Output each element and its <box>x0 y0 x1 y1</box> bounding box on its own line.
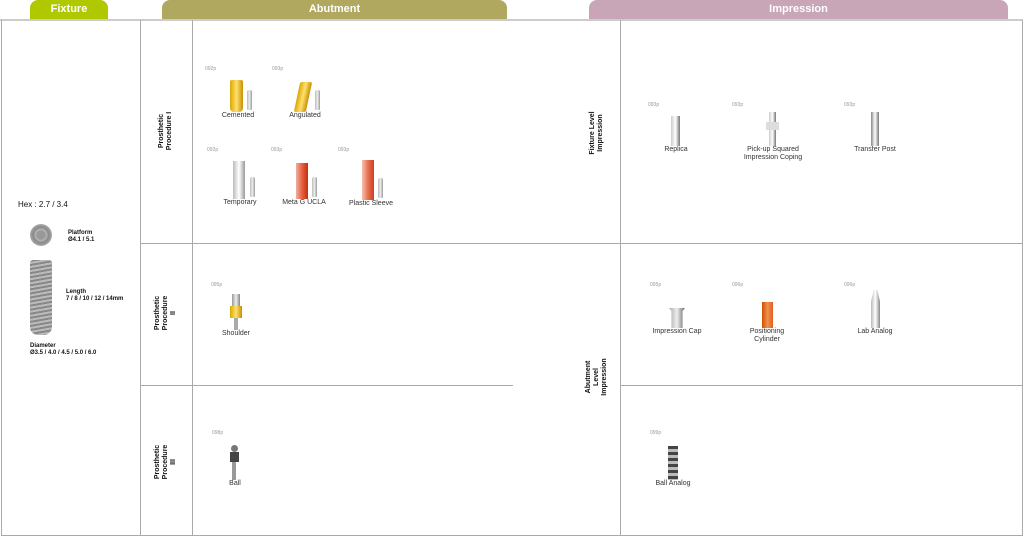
product-label: Lab Analog <box>857 328 893 335</box>
impression-cap-image <box>632 290 722 328</box>
tab-impression[interactable]: Impression <box>589 0 1008 19</box>
length-label: Length <box>66 289 86 295</box>
row-label: Prosthetic Procedure III <box>154 444 177 480</box>
row-label: Prosthetic Procedure II <box>154 295 177 331</box>
temporary-image <box>195 155 285 199</box>
cemented-image <box>193 74 283 112</box>
page-ref: 092p <box>207 147 219 153</box>
page-ref: 099p <box>650 430 662 436</box>
product-label: Impression Cap <box>652 328 702 335</box>
fixture-image <box>30 260 52 335</box>
diameter-label: Diameter <box>30 343 56 349</box>
ball-analog-image <box>628 438 718 480</box>
product-pick-up-coping[interactable]: 093p Pick-up Squared Impression Coping <box>728 102 818 162</box>
page-ref: 093p <box>338 147 350 153</box>
divider <box>140 20 141 536</box>
divider <box>192 20 193 536</box>
page-ref: 093p <box>648 102 660 108</box>
page-ref: 093p <box>844 102 856 108</box>
tab-abutment[interactable]: Abutment <box>162 0 507 19</box>
replica-image <box>631 110 721 146</box>
coping-image <box>728 110 818 146</box>
product-transfer-post[interactable]: 093p Transfer Post <box>830 102 920 154</box>
product-replica[interactable]: 093p Replica <box>631 102 721 154</box>
divider <box>620 20 621 536</box>
product-label: Angulated <box>289 112 321 119</box>
row-label: Abutment Level Impression <box>585 358 608 396</box>
page-ref: 093p <box>271 147 283 153</box>
page-ref: 093p <box>272 66 284 72</box>
product-ball[interactable]: 098p Ball <box>190 430 280 488</box>
product-plastic-sleeve[interactable]: 093p Plastic Sleeve <box>326 147 416 208</box>
product-label: Shoulder <box>221 330 251 337</box>
page-ref: 093p <box>732 102 744 108</box>
shoulder-image <box>191 288 281 330</box>
sleeve-image <box>326 155 416 200</box>
product-label: Transfer Post <box>854 146 896 153</box>
row-label: Prosthetic Procedure I <box>158 111 173 151</box>
tab-fixture[interactable]: Fixture <box>30 0 108 19</box>
page-ref: 098p <box>212 430 224 436</box>
divider <box>0 19 1023 21</box>
divider <box>1 20 2 536</box>
product-label: Cemented <box>221 112 255 119</box>
product-positioning-cylinder[interactable]: 096p Positioning Cylinder <box>722 282 812 344</box>
transfer-post-image <box>830 110 920 146</box>
product-label: Temporary <box>223 199 257 206</box>
divider <box>140 243 1023 244</box>
ucla-image <box>259 155 349 199</box>
divider <box>620 385 1023 386</box>
fixture-hex: Hex : 2.7 / 3.4 <box>18 200 68 209</box>
positioning-cylinder-image <box>722 290 812 328</box>
platform-image <box>30 224 52 246</box>
divider <box>140 385 513 386</box>
product-label: Plastic Sleeve <box>349 200 393 207</box>
product-temporary[interactable]: 095p092pTemporary <box>195 147 285 207</box>
page-ref: 092p <box>205 66 217 72</box>
platform-label: Platform <box>68 230 93 236</box>
product-shoulder[interactable]: 095p Shoulder <box>191 282 281 338</box>
product-label: Ball <box>229 480 241 487</box>
page-ref: 095p <box>650 282 662 288</box>
diameter-value: Ø3.5 / 4.0 / 4.5 / 5.0 / 6.0 <box>30 350 97 356</box>
row-label: Fixture Level Impression <box>589 111 604 155</box>
product-angulated[interactable]: 093p Angulated <box>260 66 350 120</box>
product-impression-cap[interactable]: 095p Impression Cap <box>632 282 722 336</box>
page-ref: 096p <box>732 282 744 288</box>
product-lab-analog[interactable]: 096p Lab Analog <box>830 282 920 336</box>
page-ref: 095p <box>211 282 223 288</box>
angulated-image <box>260 74 350 112</box>
lab-analog-image <box>830 290 920 328</box>
product-label: Pick-up Squared Impression Coping <box>743 146 803 161</box>
platform-value: Ø4.1 / 5.1 <box>68 237 95 243</box>
length-value: 7 / 8 / 10 / 12 / 14mm <box>66 296 124 302</box>
product-label: Meta G UCLA <box>282 199 326 206</box>
product-cemented[interactable]: 092p Cemented <box>193 66 283 120</box>
product-ball-analog[interactable]: 099p Ball Analog <box>628 430 718 488</box>
product-meta-g-ucla[interactable]: 093p Meta G UCLA <box>259 147 349 207</box>
product-label: Ball Analog <box>655 480 691 487</box>
product-label: Positioning Cylinder <box>749 328 785 343</box>
page-ref: 096p <box>844 282 856 288</box>
product-label: Replica <box>664 146 688 153</box>
ball-image <box>190 436 280 480</box>
